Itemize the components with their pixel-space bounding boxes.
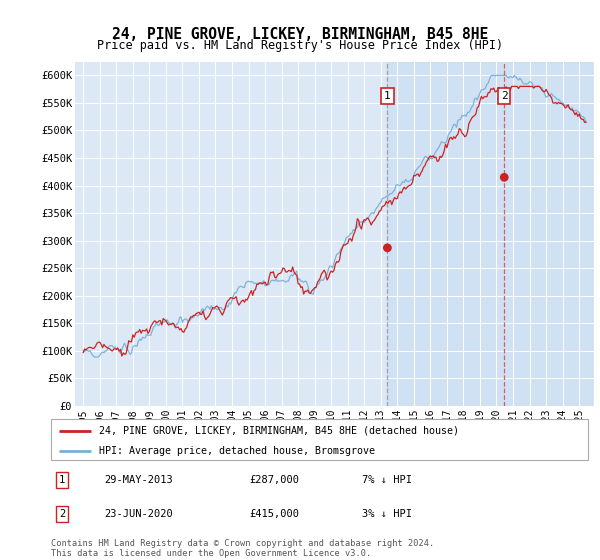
Bar xyxy=(388,62,592,406)
Text: HPI: Average price, detached house, Bromsgrove: HPI: Average price, detached house, Brom… xyxy=(100,446,376,456)
Text: 24, PINE GROVE, LICKEY, BIRMINGHAM, B45 8HE: 24, PINE GROVE, LICKEY, BIRMINGHAM, B45 … xyxy=(112,27,488,42)
Text: 1: 1 xyxy=(59,475,65,486)
Text: 2: 2 xyxy=(59,508,65,519)
Text: 7% ↓ HPI: 7% ↓ HPI xyxy=(362,475,412,486)
Text: £415,000: £415,000 xyxy=(250,508,299,519)
Text: Contains HM Land Registry data © Crown copyright and database right 2024.
This d: Contains HM Land Registry data © Crown c… xyxy=(51,539,434,558)
Text: 24, PINE GROVE, LICKEY, BIRMINGHAM, B45 8HE (detached house): 24, PINE GROVE, LICKEY, BIRMINGHAM, B45 … xyxy=(100,426,460,436)
FancyBboxPatch shape xyxy=(51,419,588,460)
Text: 1: 1 xyxy=(384,91,391,101)
Text: 3% ↓ HPI: 3% ↓ HPI xyxy=(362,508,412,519)
Point xyxy=(383,244,392,253)
Text: 23-JUN-2020: 23-JUN-2020 xyxy=(105,508,173,519)
Text: 29-MAY-2013: 29-MAY-2013 xyxy=(105,475,173,486)
Text: £287,000: £287,000 xyxy=(250,475,299,486)
Text: Price paid vs. HM Land Registry's House Price Index (HPI): Price paid vs. HM Land Registry's House … xyxy=(97,39,503,53)
Text: 2: 2 xyxy=(501,91,508,101)
Point xyxy=(499,173,509,182)
